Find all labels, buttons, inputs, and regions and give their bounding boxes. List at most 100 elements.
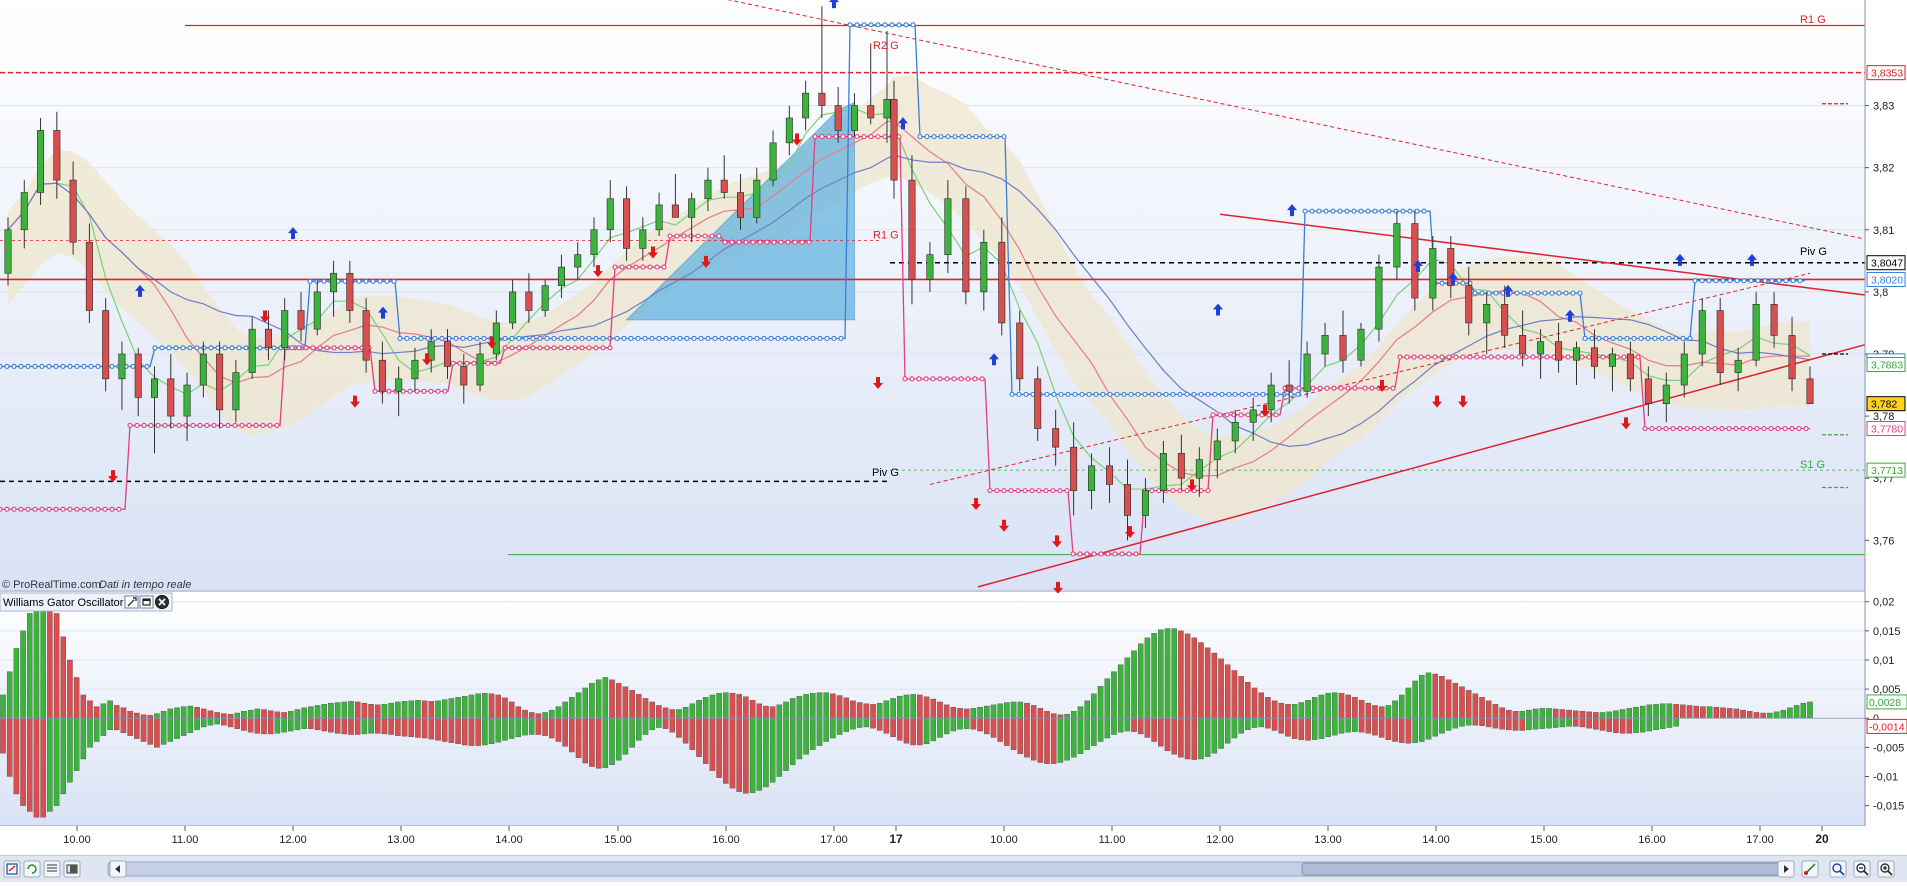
draw-tool-icon[interactable] bbox=[1801, 860, 1819, 878]
oscillator-bar-lower bbox=[180, 718, 187, 736]
oscillator-bar-lower bbox=[1164, 718, 1171, 752]
oscillator-bar-upper bbox=[515, 706, 522, 719]
candle bbox=[753, 167, 761, 224]
scroll-left-icon[interactable] bbox=[109, 860, 127, 878]
oscillator-bar-upper bbox=[836, 695, 843, 719]
oscillator-bar-lower bbox=[1392, 718, 1398, 742]
oscillator-bar-lower bbox=[308, 718, 314, 729]
candle bbox=[1106, 447, 1114, 504]
toggle-icon[interactable] bbox=[63, 860, 81, 878]
oscillator-bar-lower bbox=[167, 718, 174, 742]
zoom-out-icon[interactable] bbox=[1853, 860, 1871, 878]
oscillator-bar-lower bbox=[776, 718, 783, 777]
oscillator-bar-lower bbox=[13, 718, 20, 795]
oscillator-bar-lower bbox=[1238, 718, 1244, 734]
oscillator-bar-upper bbox=[160, 711, 167, 719]
oscillator-bar-upper bbox=[803, 694, 809, 719]
horizontal-scrollbar[interactable] bbox=[107, 861, 1789, 877]
oscillator-bar-upper bbox=[241, 711, 247, 719]
oscillator-bar-upper bbox=[1753, 712, 1760, 719]
pivot-label: Piv G bbox=[872, 467, 899, 479]
oscillator-bar-upper bbox=[140, 714, 147, 719]
candle bbox=[1123, 459, 1131, 541]
zoom-fit-icon[interactable] bbox=[1829, 860, 1847, 878]
oscillator-bar-lower bbox=[1439, 718, 1445, 734]
oscillator-bar-upper bbox=[876, 702, 883, 719]
oscillator-bar-lower bbox=[1218, 718, 1224, 749]
oscillator-bar-lower bbox=[1311, 718, 1318, 740]
oscillator-bar-lower bbox=[421, 718, 428, 739]
oscillator-bar-lower bbox=[428, 718, 435, 740]
oscillator-bar-lower bbox=[1198, 718, 1204, 760]
candle bbox=[590, 217, 598, 268]
oscillator-bar-upper bbox=[1599, 712, 1606, 719]
oscillator-bar-lower bbox=[60, 718, 66, 795]
oscillator-bar-lower bbox=[361, 718, 368, 735]
refresh-icon[interactable] bbox=[23, 860, 41, 878]
oscillator-bar-lower bbox=[1465, 718, 1472, 726]
oscillator-bar-upper bbox=[830, 693, 836, 719]
oscillator-value-label: -0,0014 bbox=[1869, 721, 1905, 733]
oscillator-bar-upper bbox=[1104, 678, 1111, 719]
candle bbox=[167, 354, 175, 429]
oscillator-bar-lower bbox=[1057, 718, 1064, 763]
oscillator-bar-upper bbox=[615, 683, 622, 719]
sell-signal-arrow bbox=[1432, 395, 1442, 408]
oscillator-bar-lower bbox=[1271, 718, 1278, 731]
oscillator-bar-lower bbox=[254, 718, 261, 734]
candle bbox=[1608, 347, 1616, 392]
oscillator-bar-upper bbox=[134, 712, 140, 719]
time-tick-label: 12.00 bbox=[1206, 834, 1234, 846]
candle bbox=[85, 223, 93, 323]
price-tag: 3,7780 bbox=[1866, 421, 1906, 437]
oscillator-bar-lower bbox=[1639, 718, 1646, 733]
scrollbar-thumb[interactable] bbox=[1301, 862, 1783, 876]
close-icon[interactable] bbox=[155, 595, 169, 609]
candle bbox=[1716, 298, 1724, 386]
oscillator-bar-upper bbox=[1465, 690, 1472, 719]
candle bbox=[1016, 310, 1024, 392]
candle bbox=[1626, 341, 1634, 392]
oscillator-bar-lower bbox=[1111, 718, 1117, 735]
grid-icon[interactable] bbox=[43, 860, 61, 878]
candle bbox=[1770, 291, 1778, 348]
candle bbox=[1213, 428, 1221, 479]
oscillator-bar-upper bbox=[562, 701, 568, 719]
oscillator-bar-lower bbox=[468, 718, 475, 746]
oscillator-bar-lower bbox=[1646, 718, 1653, 732]
oscillator-bar-upper bbox=[120, 707, 127, 719]
price-tag-label: 3,7780 bbox=[1871, 424, 1903, 436]
oscillator-bar-lower bbox=[187, 718, 194, 733]
oscillator-bar-upper bbox=[67, 659, 73, 719]
scroll-right-icon[interactable] bbox=[1777, 860, 1795, 878]
oscillator-bar-upper bbox=[288, 711, 294, 719]
oscillator-bar-upper bbox=[963, 708, 970, 719]
pivot-label: R1 G bbox=[1800, 14, 1826, 26]
oscillator-bar-lower bbox=[1512, 718, 1519, 731]
chart-settings-icon[interactable] bbox=[3, 860, 21, 878]
oscillator-bar-lower bbox=[1472, 718, 1479, 726]
wrench-icon[interactable] bbox=[124, 595, 139, 609]
oscillator-bar-upper bbox=[943, 704, 950, 719]
oscillator-bar-upper bbox=[80, 694, 87, 719]
oscillator-bar-upper bbox=[984, 705, 990, 719]
oscillator-bar-upper bbox=[1800, 702, 1807, 719]
oscillator-bar-lower bbox=[823, 718, 829, 742]
window-icon[interactable] bbox=[139, 595, 154, 609]
candle bbox=[890, 80, 898, 199]
oscillator-bar-upper bbox=[435, 700, 441, 719]
oscillator-bar-lower bbox=[1251, 718, 1258, 728]
oscillator-bar-lower bbox=[214, 718, 220, 725]
oscillator-bar-upper bbox=[348, 701, 354, 719]
pivot-label: S1 G bbox=[1800, 459, 1825, 471]
candle bbox=[1698, 298, 1706, 367]
oscillator-bar-lower bbox=[629, 718, 635, 748]
oscillator-bar-upper bbox=[1412, 680, 1418, 719]
pivot-label: Piv G bbox=[1800, 246, 1827, 258]
oscillator-bar-upper bbox=[890, 698, 896, 719]
oscillator-bar-upper bbox=[863, 703, 870, 719]
zoom-in-icon[interactable] bbox=[1877, 860, 1895, 878]
buy-signal-arrow bbox=[1675, 253, 1685, 266]
candle bbox=[1159, 440, 1167, 504]
oscillator-bar-lower bbox=[876, 718, 883, 731]
